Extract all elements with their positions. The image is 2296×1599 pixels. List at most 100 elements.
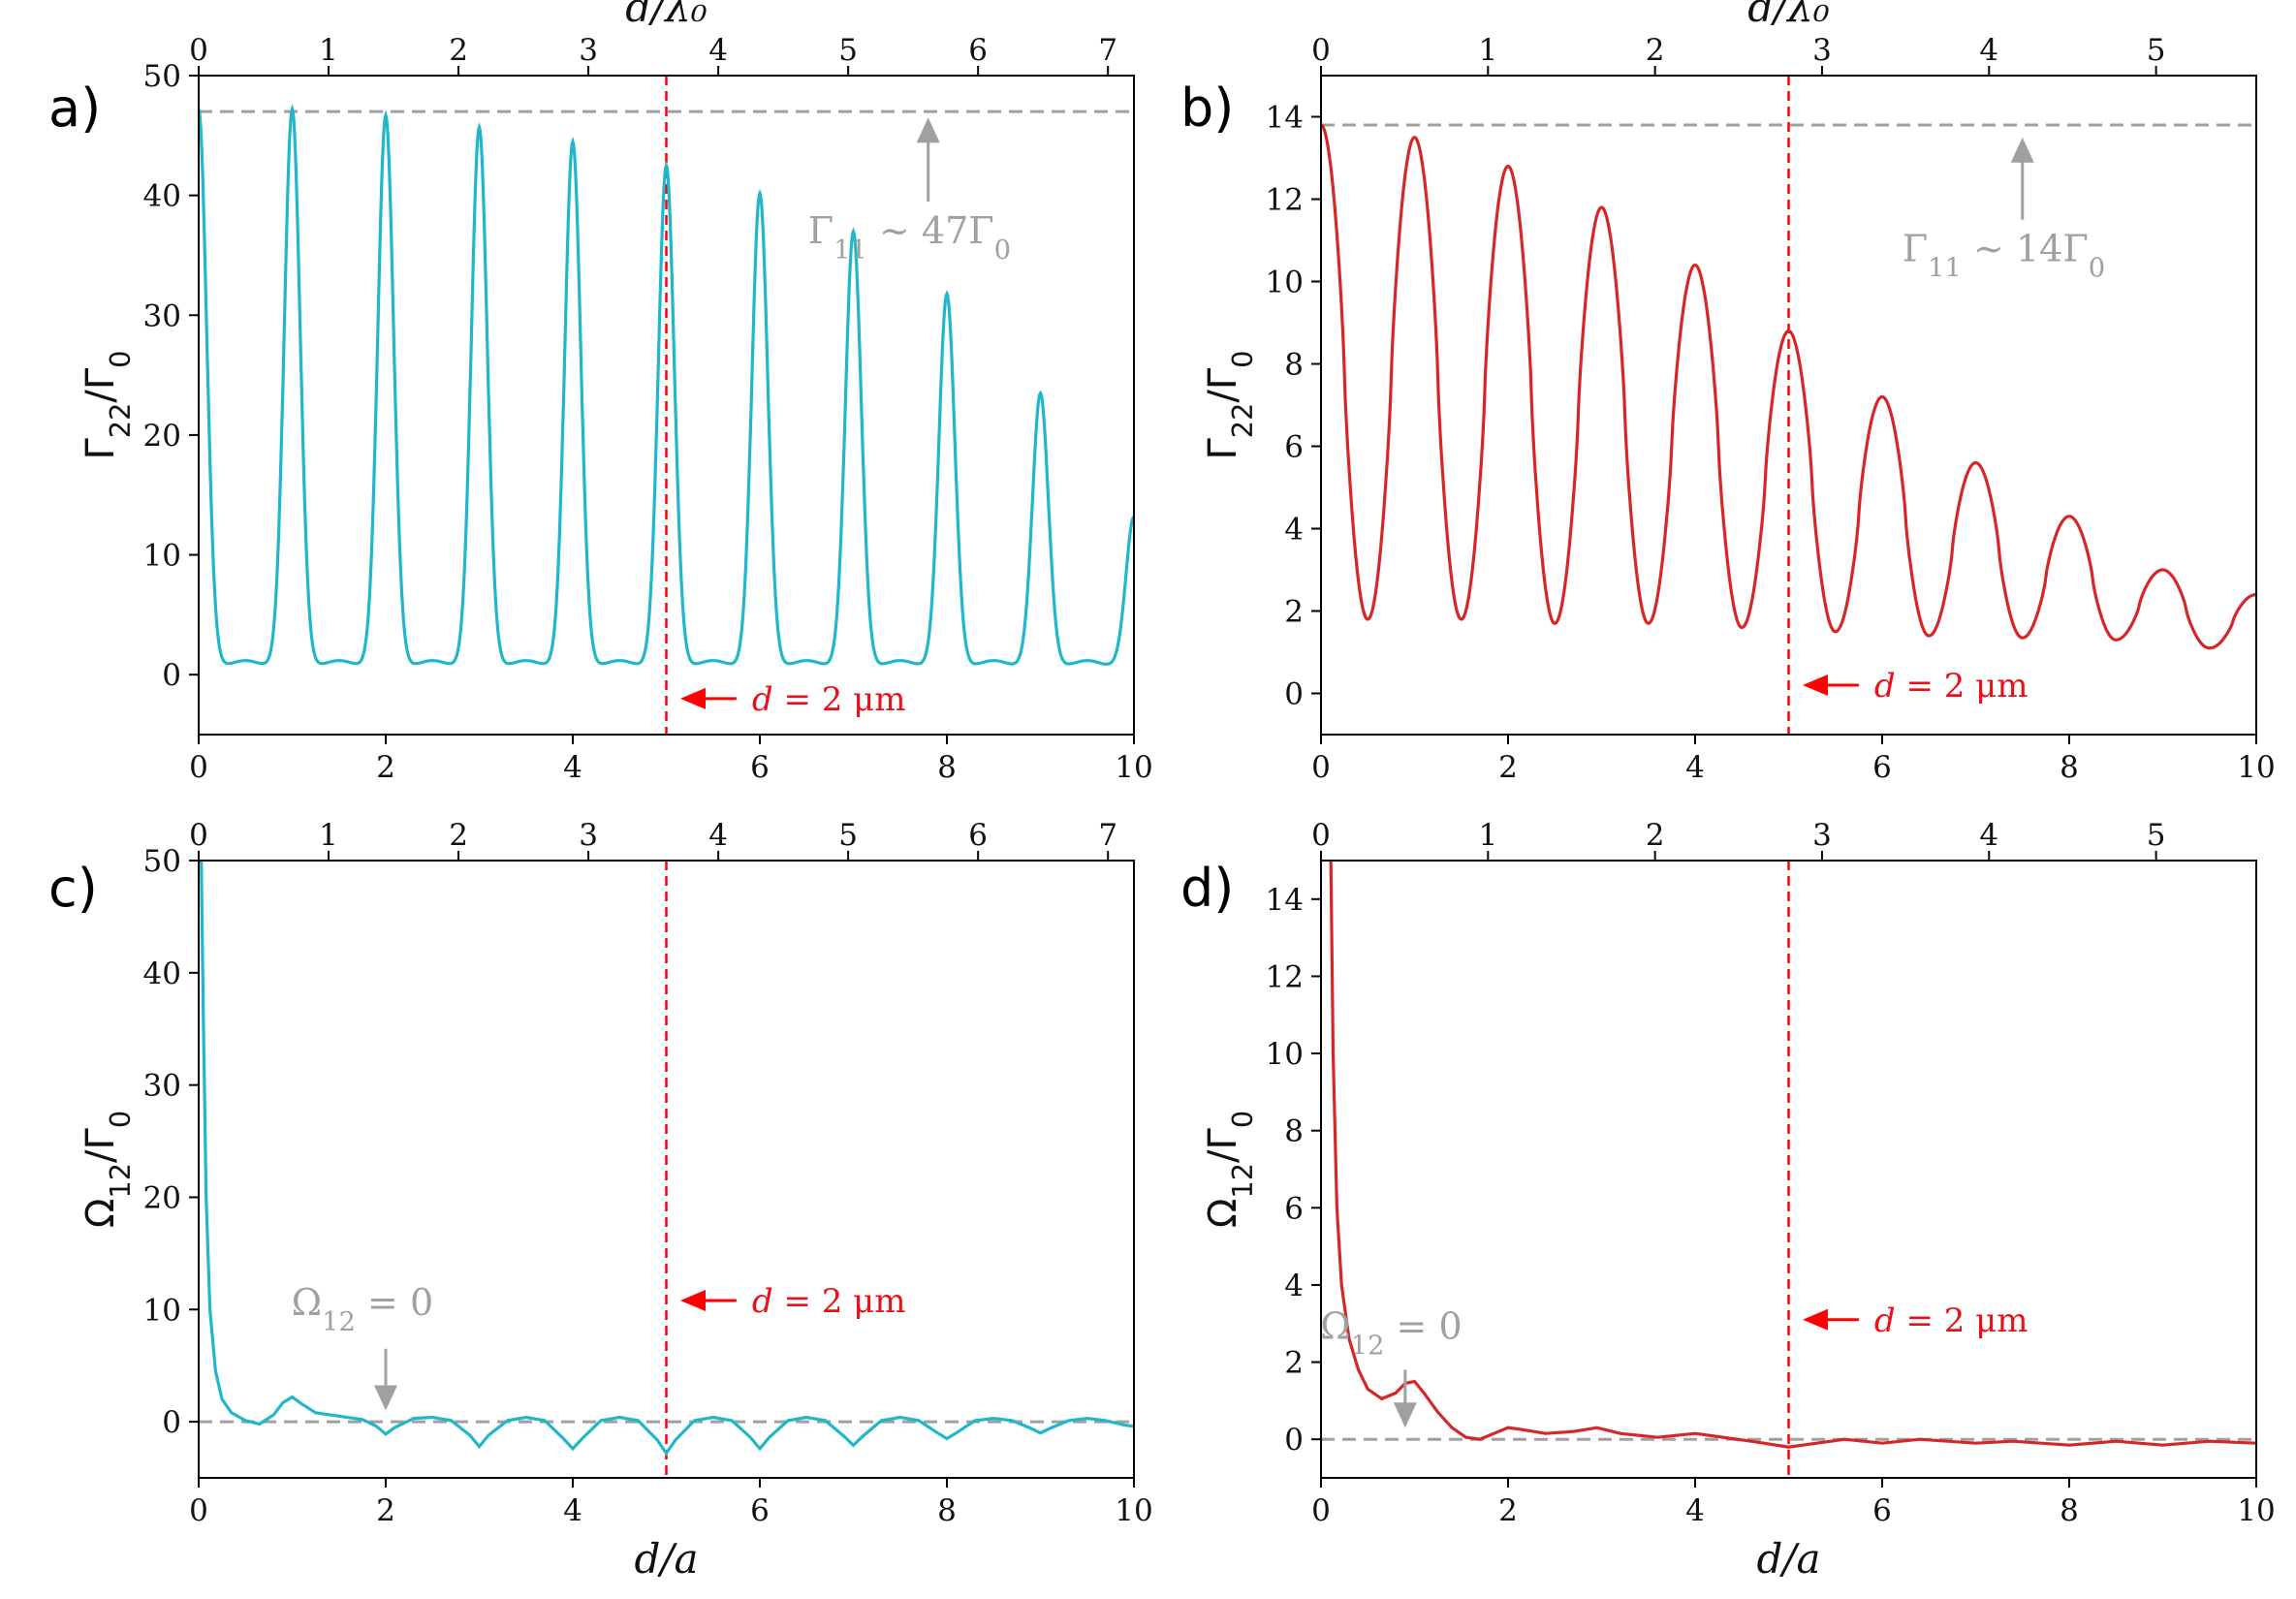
x-tick-label: 6 (750, 1493, 770, 1528)
top-axis-label: d/λ₀ (625, 0, 708, 31)
reference-arrow-head (374, 1385, 397, 1411)
marker-annotation: d = 2 μm (752, 1282, 906, 1321)
y-tick-label: 30 (143, 1069, 181, 1104)
series-line-0 (1321, 123, 2256, 650)
y-tick-label: 10 (143, 1293, 181, 1328)
marker-annotation: d = 2 μm (752, 680, 906, 719)
y-tick-label: 12 (1266, 183, 1304, 218)
panel-letter: a) (48, 78, 101, 139)
marker-arrow-head (679, 1290, 706, 1312)
y-tick-label: 0 (162, 1405, 181, 1440)
x-tick-label: 8 (2060, 750, 2079, 785)
x-tick-label: 6 (1872, 1493, 1892, 1528)
x-tick-label: 0 (1311, 1493, 1331, 1528)
reference-annotation: Ω12 = 0 (292, 1281, 434, 1337)
x-tick-label: 4 (563, 750, 582, 785)
y-tick-label: 0 (1284, 677, 1304, 712)
y-tick-label: 50 (143, 844, 181, 879)
top-tick-label: 1 (319, 33, 338, 68)
top-tick-label: 7 (1098, 818, 1117, 853)
y-tick-label: 4 (1284, 513, 1304, 548)
x-tick-label: 10 (1115, 750, 1152, 785)
y-tick-label: 10 (1266, 266, 1304, 300)
top-tick-label: 4 (708, 33, 728, 68)
top-tick-label: 5 (2147, 33, 2166, 68)
top-tick-label: 1 (319, 818, 338, 853)
reference-annotation: Γ11 ~ 47Γ0 (808, 209, 1011, 266)
y-tick-label: 2 (1284, 1346, 1304, 1381)
x-tick-label: 0 (1311, 750, 1331, 785)
top-tick-label: 5 (838, 818, 858, 853)
axes-frame (198, 860, 1135, 1479)
reference-arrow-head (1393, 1402, 1417, 1428)
y-tick-label: 8 (1284, 348, 1304, 383)
panel-letter: b) (1180, 78, 1234, 139)
top-tick-label: 4 (708, 818, 728, 853)
x-tick-label: 4 (563, 1493, 582, 1528)
panel-letter: c) (48, 858, 98, 919)
panel-c-omega12-cyan: 0 2 4 6 8 10 0 1 2 3 4 5 6 7 0 10 20 30 40 50 Ω12/Γ0 d/a c) Ω12… (48, 818, 1153, 1583)
top-tick-label: 3 (1812, 818, 1832, 853)
y-tick-label: 8 (1284, 1114, 1304, 1149)
x-tick-label: 6 (1872, 750, 1892, 785)
top-tick-label: 4 (1979, 818, 1998, 853)
y-axis-label: Ω12/Γ0 (79, 1111, 137, 1228)
y-tick-label: 0 (1284, 1423, 1304, 1458)
x-tick-label: 6 (750, 750, 770, 785)
y-tick-label: 14 (1266, 883, 1304, 918)
panel-b-gamma22-red: 0 2 4 6 8 100 1 2 3 4 502468101214Γ22/Γ0d/λ₀b)Γ11 … (1180, 0, 2276, 785)
top-tick-label: 0 (189, 33, 208, 68)
x-tick-label: 4 (1685, 1493, 1705, 1528)
y-tick-label: 14 (1266, 101, 1304, 136)
reference-arrow-head (916, 117, 940, 143)
top-tick-label: 1 (1478, 818, 1497, 853)
axes-frame (1320, 860, 2257, 1479)
x-tick-label: 4 (1685, 750, 1705, 785)
y-tick-label: 20 (143, 1180, 181, 1215)
x-tick-label: 10 (2237, 1493, 2275, 1528)
x-tick-label: 2 (1498, 750, 1518, 785)
marker-annotation: d = 2 μm (1874, 1301, 2029, 1340)
top-tick-label: 5 (838, 33, 858, 68)
y-tick-label: 40 (143, 956, 181, 991)
x-tick-label: 2 (1498, 1493, 1518, 1528)
bottom-axis-label: d/a (634, 1535, 698, 1583)
top-tick-label: 5 (2147, 818, 2166, 853)
y-tick-label: 0 (162, 658, 181, 693)
top-tick-label: 3 (1812, 33, 1832, 68)
marker-arrow-head (1802, 1308, 1828, 1331)
axes-frame (1320, 75, 2257, 736)
y-tick-label: 20 (143, 419, 181, 454)
top-tick-label: 2 (449, 818, 468, 853)
top-tick-label: 2 (449, 33, 468, 68)
y-tick-label: 40 (143, 179, 181, 214)
x-tick-label: 8 (937, 750, 957, 785)
y-tick-label: 2 (1284, 595, 1304, 630)
y-tick-label: 30 (143, 298, 181, 333)
panel-letter: d) (1180, 858, 1234, 919)
x-tick-label: 10 (2237, 750, 2275, 785)
y-tick-label: 10 (143, 539, 181, 574)
x-tick-label: 2 (376, 750, 395, 785)
marker-annotation: d = 2 μm (1874, 667, 2029, 705)
top-tick-label: 6 (968, 33, 988, 68)
top-tick-label: 0 (1311, 33, 1331, 68)
top-tick-label: 1 (1478, 33, 1497, 68)
top-tick-label: 0 (1311, 818, 1331, 853)
reference-annotation: Γ11 ~ 14Γ0 (1903, 227, 2105, 283)
y-tick-label: 12 (1266, 959, 1304, 994)
axes-frame (198, 75, 1135, 736)
x-tick-label: 2 (376, 1493, 395, 1528)
series-line-0 (1329, 861, 2256, 1449)
x-tick-label: 10 (1115, 1493, 1152, 1528)
bottom-axis-label: d/a (1756, 1535, 1820, 1583)
reference-annotation: Ω12 = 0 (1320, 1305, 1463, 1362)
y-axis-label: Γ22/Γ0 (79, 350, 137, 459)
top-axis-label: d/λ₀ (1747, 0, 1830, 31)
y-tick-label: 10 (1266, 1037, 1304, 1072)
y-tick-label: 6 (1284, 1191, 1304, 1226)
y-tick-label: 50 (143, 59, 181, 94)
top-tick-label: 3 (579, 33, 598, 68)
